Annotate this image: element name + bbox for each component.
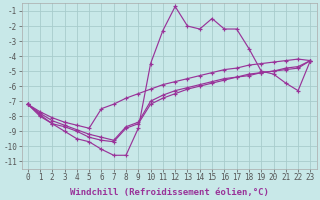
X-axis label: Windchill (Refroidissement éolien,°C): Windchill (Refroidissement éolien,°C): [69, 188, 268, 197]
